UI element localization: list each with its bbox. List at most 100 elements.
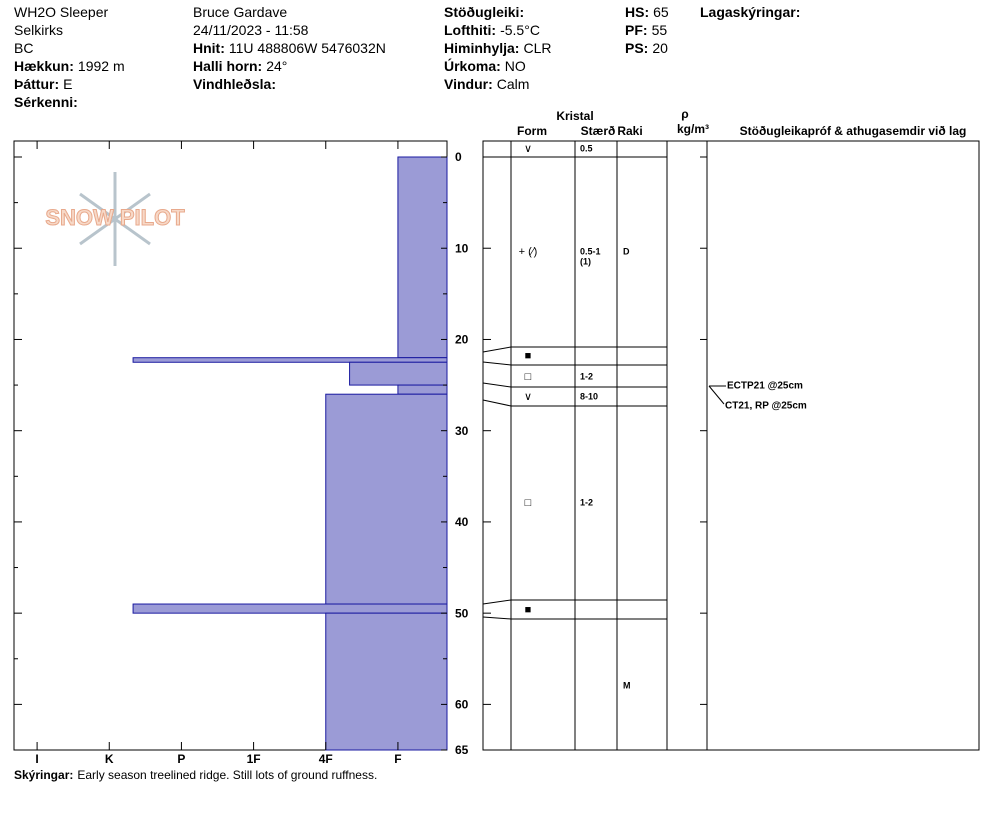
field-label: Halli horn: [193,58,263,74]
header-field: 24/11/2023 - 11:58 [193,21,308,39]
grain-form: □ [525,371,532,383]
comment-label: Skýringar: [14,768,74,782]
table-header: Stærð [581,124,616,138]
connector [482,361,512,366]
connector [482,346,512,353]
grain-size: 1-2 [580,371,593,381]
header-field: Stöðugleiki: [444,3,528,21]
grain-form: □ [525,497,532,509]
table-header: ρ [681,107,688,121]
grain-size: 8-10 [580,391,598,401]
depth-label: 50 [455,606,469,620]
moisture: M [623,680,631,690]
header-field: Hnit: 11U 488806W 5476032N [193,39,386,57]
hardness-label: I [35,752,38,766]
header-field: Himinhylja: CLR [444,39,551,57]
field-value: BC [14,40,34,56]
grain-size-note: (1) [580,256,591,266]
field-label: Vindur: [444,76,493,92]
grain-form: ∨ [524,391,532,403]
hardness-bar [132,603,448,614]
field-label: Lofthiti: [444,22,497,38]
hardness-bar [349,361,448,386]
field-label: Lagaskýringar: [700,4,801,20]
field-label: PF: [625,22,648,38]
header-field: Vindur: Calm [444,75,529,93]
grain-form: ■ [525,604,532,616]
field-value: 1992 m [77,58,125,74]
hardness-bar [397,384,448,395]
field-label: Hækkun: [14,58,74,74]
hardness-label: 4F [319,752,333,766]
depth-label: 40 [455,515,469,529]
header-field: HS: 65 [625,3,669,21]
header-field: Halli horn: 24° [193,57,287,75]
depth-label: 10 [455,241,469,255]
moisture: D [623,246,630,256]
field-label: Úrkoma: [444,58,501,74]
table-frame [482,140,980,751]
depth-label: 20 [455,333,469,347]
header-field: PF: 55 [625,21,667,39]
header-field: Þáttur: E [14,75,72,93]
field-value: E [63,76,73,92]
grain-size: 1-2 [580,497,593,507]
test-result: CT21, RP @25cm [725,401,807,412]
field-value: -5.5°C [500,22,540,38]
connector [482,616,512,620]
hardness-bar [325,612,448,751]
table-header: Kristal [556,109,593,123]
depth-label: 30 [455,424,469,438]
header-field: Sérkenni: [14,93,82,111]
field-label: PS: [625,40,649,56]
header-field: WH2O Sleeper [14,3,108,21]
header-field: Hækkun: 1992 m [14,57,125,75]
field-label: Þáttur: [14,76,60,92]
depth-label: 60 [455,698,469,712]
header-field: Vindhleðsla: [193,75,280,93]
grain-size: 0.5 [580,143,593,153]
hardness-label: 1F [247,752,261,766]
header-field: Bruce Gardave [193,3,287,21]
test-result: ECTP21 @25cm [727,381,803,392]
field-value: Bruce Gardave [193,4,288,20]
hardness-label: F [394,752,401,766]
header-field: PS: 20 [625,39,668,57]
grain-size: 0.5-1 [580,246,601,256]
field-value: 24/11/2023 - 11:58 [193,22,309,38]
field-label: Vindhleðsla: [193,76,276,92]
field-value: NO [504,58,526,74]
hardness-bar [132,357,448,363]
field-value: Calm [496,76,530,92]
comment-text: Early season treelined ridge. Still lots… [77,768,378,782]
field-label: HS: [625,4,650,20]
field-value: 20 [652,40,668,56]
connector [482,399,512,407]
logo [79,172,151,266]
grain-form: + (⁄) [519,246,538,258]
field-value: 55 [651,22,668,38]
field-label: Hnit: [193,40,225,56]
hardness-bar [325,393,448,605]
field-value: 11U 488806W 5476032N [228,40,386,56]
table-header: kg/m³ [677,122,709,136]
header-field: Lagaskýringar: [700,3,804,21]
header-field: BC [14,39,33,57]
header-field: Lofthiti: -5.5°C [444,21,540,39]
field-value: 24° [266,58,288,74]
field-value: WH2O Sleeper [14,4,109,20]
logo-text: SNOW PILOT [45,205,185,230]
connector [482,382,512,388]
table-header: Form [517,124,547,138]
test-arrow [708,385,725,405]
field-value: Selkirks [14,22,64,38]
hardness-label: P [177,752,185,766]
field-value: CLR [523,40,552,56]
depth-label: 65 [455,743,469,757]
connector [482,599,512,605]
field-value: 65 [653,4,669,20]
header-field: Úrkoma: NO [444,57,526,75]
field-label: Sérkenni: [14,94,78,110]
table-header: Stöðugleikapróf & athugasemdir við lag [740,124,967,138]
